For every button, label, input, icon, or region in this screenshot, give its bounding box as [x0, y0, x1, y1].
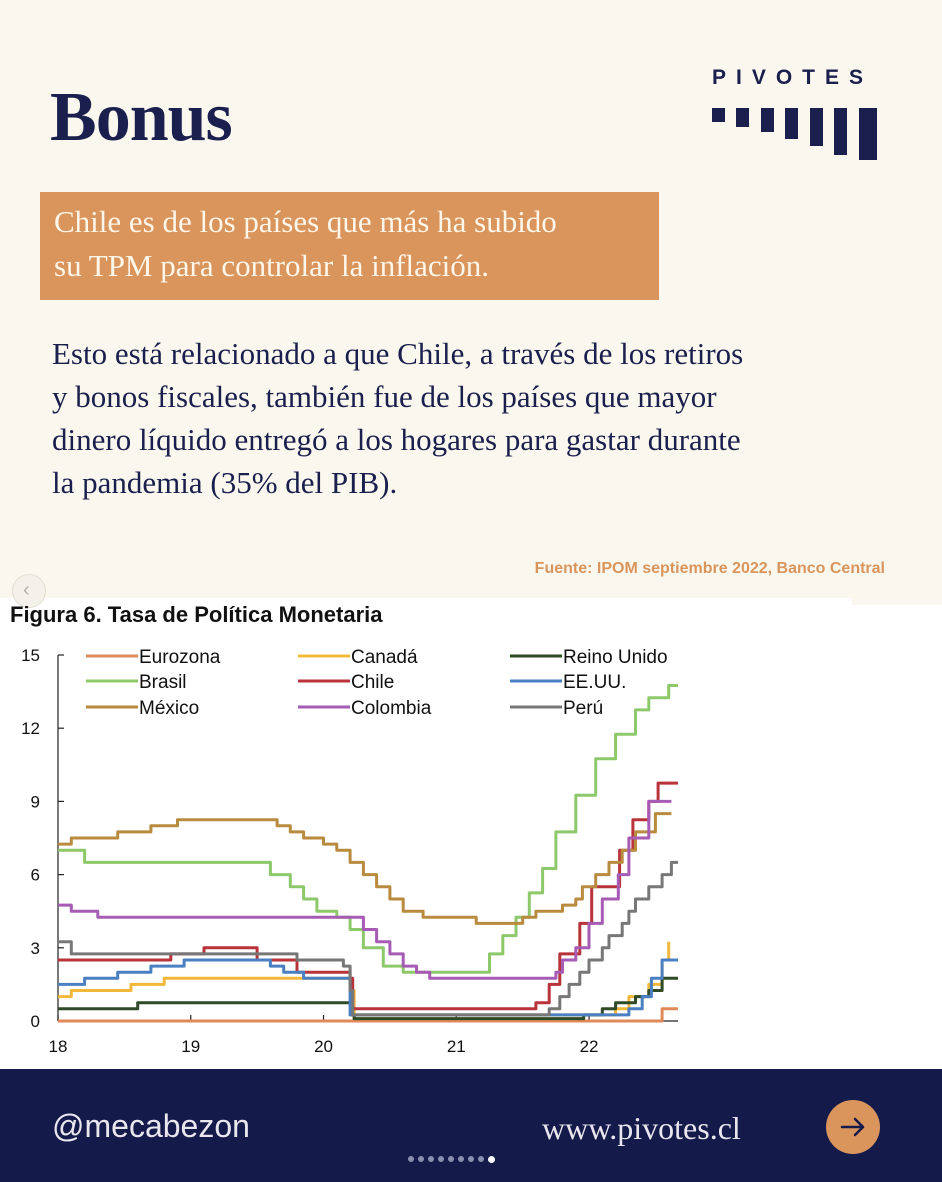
policy-rate-chart: 0 3 6 9 12 15 18 19 20 21 22 Eurozona Canadá Reino Un…: [21, 646, 678, 1056]
carousel-dot[interactable]: [438, 1156, 444, 1162]
x-tick-label: 18: [49, 1037, 68, 1056]
x-tick-label: 22: [580, 1037, 599, 1056]
callout-line-1: Chile es de los países que más ha subido: [54, 204, 557, 239]
carousel-next-button[interactable]: [826, 1100, 880, 1154]
x-tick-label: 21: [447, 1037, 466, 1056]
body-line-1: Esto está relacionado a que Chile, a tra…: [52, 336, 744, 371]
body-line-2: y bonos fiscales, también fue de los paí…: [52, 379, 717, 414]
y-tick-label: 12: [21, 719, 40, 738]
brand-logo: PIVOTES: [712, 66, 882, 160]
website-link[interactable]: www.pivotes.cl: [542, 1110, 741, 1146]
carousel-indicator: [408, 1156, 495, 1166]
series-line-eeuu: [58, 958, 678, 1017]
legend-label: México: [139, 698, 199, 719]
carousel-dot[interactable]: [418, 1156, 424, 1162]
figure-title: Figura 6. Tasa de Política Monetaria: [10, 602, 383, 627]
y-tick-label: 15: [21, 646, 40, 665]
y-tick-label: 3: [31, 939, 40, 958]
series-line-mxico: [58, 812, 672, 925]
legend-label: Colombia: [351, 698, 432, 719]
carousel-dot[interactable]: [478, 1156, 484, 1162]
legend-label: Eurozona: [139, 647, 221, 668]
legend-label: Chile: [351, 672, 394, 693]
series-line-per: [58, 860, 678, 1017]
legend-label: Perú: [563, 698, 603, 719]
x-tick-label: 19: [181, 1037, 200, 1056]
y-tick-label: 9: [31, 792, 40, 811]
carousel-dot[interactable]: [408, 1156, 414, 1162]
series-line-colombia: [58, 799, 672, 980]
chart-panel: [0, 598, 852, 1069]
series-line-chile: [58, 781, 678, 1011]
chart-panel-edge: [852, 605, 942, 1069]
carousel-prev-button[interactable]: ‹: [12, 574, 46, 608]
legend-label: Reino Unido: [563, 647, 668, 668]
x-tick-label: 20: [314, 1037, 333, 1056]
body-line-4: la pandemia (35% del PIB).: [52, 465, 398, 500]
author-handle: @mecabezon: [52, 1108, 250, 1144]
series-line-brasil: [58, 684, 678, 974]
page-title: Bonus: [50, 79, 233, 156]
body-line-3: dinero líquido entregó a los hogares par…: [52, 422, 741, 457]
legend-label: Canadá: [351, 647, 418, 668]
chevron-left-icon: ‹: [23, 579, 30, 601]
body-paragraph: Esto está relacionado a que Chile, a tra…: [52, 332, 912, 504]
legend-label: Brasil: [139, 672, 187, 693]
carousel-dot[interactable]: [488, 1156, 495, 1163]
footer-bar: [0, 1069, 942, 1182]
carousel-dot[interactable]: [448, 1156, 454, 1162]
carousel-dot[interactable]: [458, 1156, 464, 1162]
legend-label: EE.UU.: [563, 672, 626, 693]
carousel-dot[interactable]: [468, 1156, 474, 1162]
brand-name: PIVOTES: [712, 66, 874, 89]
y-tick-label: 6: [31, 866, 40, 885]
highlight-callout: Chile es de los países que más ha subido…: [40, 192, 659, 300]
source-note: Fuente: IPOM septiembre 2022, Banco Cent…: [534, 560, 885, 577]
brand-bars-icon: [712, 108, 877, 160]
y-tick-label: 0: [31, 1012, 40, 1031]
arrow-right-icon: [840, 1117, 865, 1137]
callout-line-2: su TPM para controlar la inflación.: [54, 248, 490, 283]
series-line-eurozona: [58, 1007, 678, 1023]
carousel-dot[interactable]: [428, 1156, 434, 1162]
